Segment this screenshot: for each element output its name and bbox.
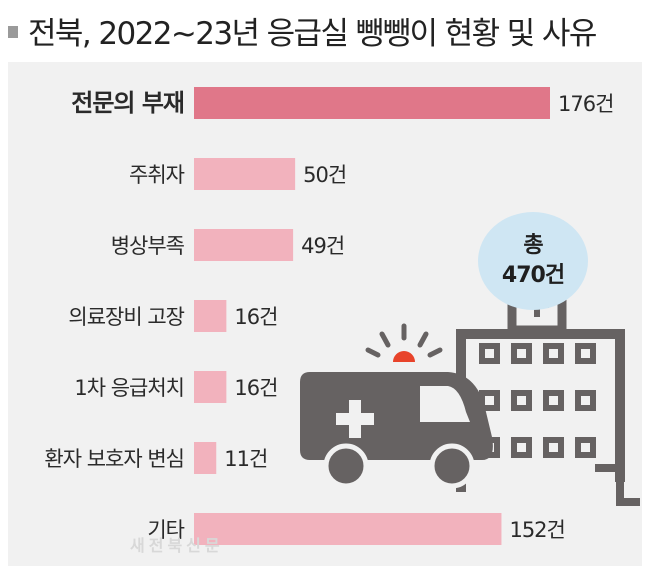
bar-6 (194, 513, 502, 545)
siren-light-icon (365, 323, 443, 362)
ambulance-icon (300, 372, 493, 489)
value-label-4: 16건 (234, 376, 277, 400)
category-label-1: 주취자 (129, 163, 185, 187)
value-label-1: 50건 (303, 163, 346, 187)
category-label-0: 전문의 부재 (71, 89, 184, 117)
bar-0 (194, 87, 550, 119)
bar-5 (194, 442, 217, 474)
category-label-3: 의료장비 고장 (68, 305, 184, 329)
value-label-5: 11건 (224, 447, 267, 471)
value-label-3: 16건 (234, 305, 277, 329)
illustration (300, 275, 640, 506)
total-badge: 총 470건 (478, 212, 588, 310)
value-label-6: 152건 (509, 518, 564, 542)
category-label-6: 기타 (147, 518, 184, 542)
chart-title: 전북, 2022~23년 응급실 뺑뺑이 현황 및 사유 (28, 15, 597, 52)
value-label-2: 49건 (301, 234, 344, 258)
bar-3 (194, 300, 227, 332)
hospital-icon (456, 275, 640, 506)
total-label: 총 (523, 233, 543, 258)
category-label-4: 1차 응급처치 (74, 376, 184, 400)
publisher-watermark: 새전북신문 (130, 536, 224, 555)
category-label-5: 환자 보호자 변심 (44, 447, 184, 471)
bar-1 (194, 158, 296, 190)
bar-4 (194, 371, 227, 403)
bar-2 (194, 229, 294, 261)
title-row: 전북, 2022~23년 응급실 뺑뺑이 현황 및 사유 (8, 2, 648, 58)
value-label-0: 176건 (558, 92, 613, 116)
category-label-2: 병상부족 (111, 234, 185, 258)
title-marker (8, 26, 18, 38)
total-value: 470건 (501, 263, 565, 288)
